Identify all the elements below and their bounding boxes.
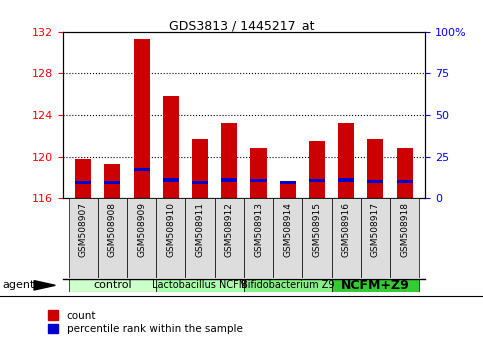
Bar [69,279,156,292]
Bar [185,198,215,278]
Bar [156,279,244,292]
Bar [75,159,91,198]
Text: GSM508915: GSM508915 [313,202,322,257]
Bar [221,123,237,198]
Bar [134,39,150,198]
Bar [215,198,244,278]
Bar [163,178,179,182]
Bar [309,141,325,198]
Bar [192,181,208,184]
Polygon shape [34,281,55,290]
Bar [98,198,127,278]
Text: GSM508909: GSM508909 [137,202,146,257]
Bar [163,96,179,198]
Bar [280,181,296,184]
Bar [75,181,91,184]
Bar [192,139,208,198]
Bar [331,279,419,292]
Bar [390,198,419,278]
Text: NCFM+Z9: NCFM+Z9 [341,279,410,292]
Bar [251,179,267,182]
Text: GSM508916: GSM508916 [341,202,351,257]
Text: GSM508910: GSM508910 [166,202,175,257]
Bar [104,181,120,184]
Text: GSM508907: GSM508907 [79,202,88,257]
Text: GSM508908: GSM508908 [108,202,117,257]
Bar [251,148,267,198]
Bar [302,198,331,278]
Bar [244,198,273,278]
Bar [156,198,185,278]
Text: GSM508913: GSM508913 [254,202,263,257]
Text: GDS3813 / 1445217_at: GDS3813 / 1445217_at [169,19,314,33]
Text: Bifidobacterium Z9: Bifidobacterium Z9 [241,280,335,290]
Bar [273,198,302,278]
Bar [244,279,331,292]
Bar [338,178,354,182]
Text: GSM508911: GSM508911 [196,202,205,257]
Bar [397,179,412,183]
Bar [127,198,156,278]
Bar [368,139,384,198]
Text: control: control [93,280,132,290]
Text: GSM508917: GSM508917 [371,202,380,257]
Text: GSM508912: GSM508912 [225,202,234,257]
Bar [309,179,325,182]
Bar [134,168,150,171]
Bar [397,148,412,198]
Text: agent: agent [2,280,35,290]
Bar [69,198,98,278]
Bar [338,123,354,198]
Text: GSM508914: GSM508914 [283,202,292,257]
Text: GSM508918: GSM508918 [400,202,409,257]
Bar [280,183,296,198]
Text: Lactobacillus NCFM: Lactobacillus NCFM [153,280,248,290]
Bar [221,178,237,182]
Bar [331,198,361,278]
Legend: count, percentile rank within the sample: count, percentile rank within the sample [44,306,247,338]
Bar [361,198,390,278]
Bar [104,164,120,198]
Bar [368,179,384,183]
